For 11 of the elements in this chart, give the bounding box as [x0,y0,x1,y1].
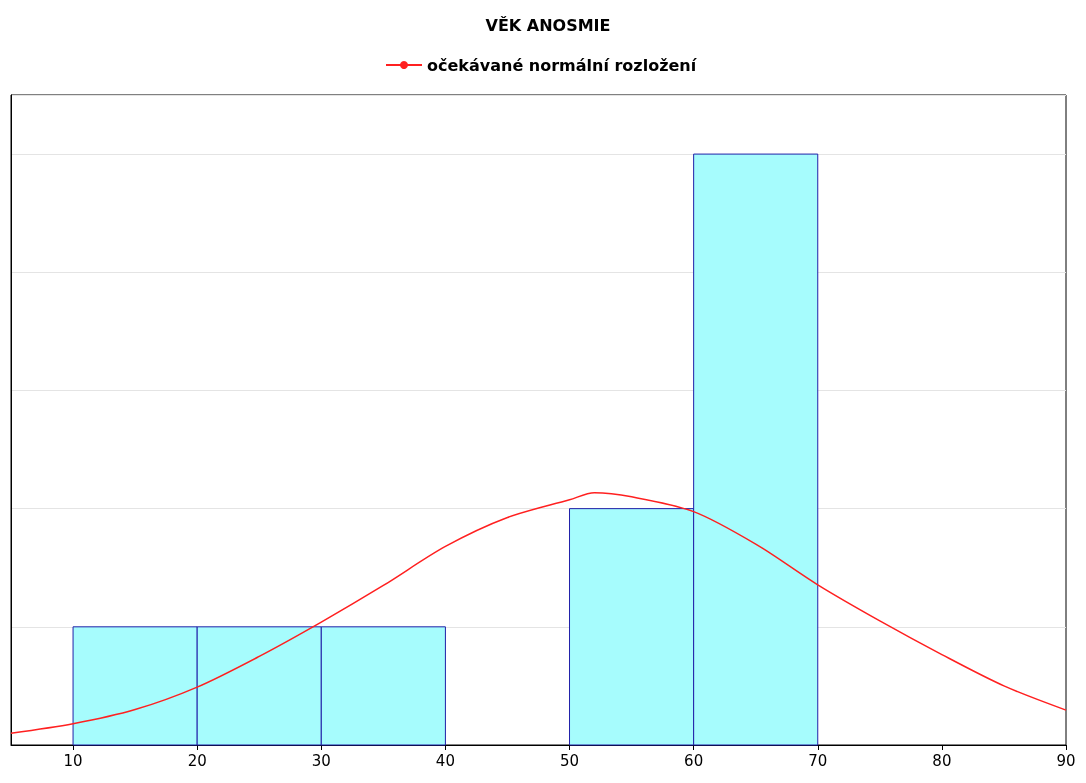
x-tick-label: 50 [559,751,580,770]
x-tick-label: 70 [808,751,828,770]
x-tick-label: 20 [187,751,207,770]
x-tick-label: 60 [684,751,704,770]
x-tick-label: 30 [311,751,331,770]
x-tick-label: 90 [1056,751,1076,770]
x-tick-label: 10 [63,751,83,770]
legend-label: očekávané normální rozložení [427,55,698,75]
x-tick-label: 80 [932,751,952,770]
x-tick-label: 40 [435,751,455,770]
chart-title: VĚK ANOSMIE [485,15,611,35]
